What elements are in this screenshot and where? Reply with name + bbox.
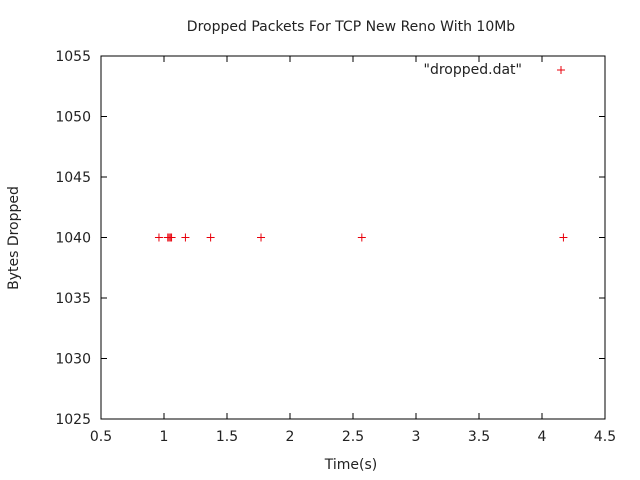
y-axis-title: Bytes Dropped <box>6 186 22 290</box>
x-tick-label: 3 <box>412 429 421 445</box>
chart-title: Dropped Packets For TCP New Reno With 10… <box>187 19 516 35</box>
data-point <box>206 233 215 242</box>
x-tick-label: 1.5 <box>216 429 238 445</box>
plot-frame <box>100 55 606 420</box>
x-tick-label: 2.5 <box>342 429 364 445</box>
data-point <box>167 233 176 242</box>
y-tick-label: 1025 <box>55 412 91 428</box>
y-tick-label: 1045 <box>55 170 91 186</box>
y-tick-label: 1040 <box>55 231 91 247</box>
legend-marker-glyph <box>557 66 565 74</box>
data-points <box>154 233 568 242</box>
y-tick-label: 1050 <box>55 110 91 126</box>
x-axis-title: Time(s) <box>324 457 377 473</box>
x-tick-label: 4 <box>538 429 547 445</box>
x-tick-label: 3.5 <box>468 429 490 445</box>
data-point <box>181 233 190 242</box>
x-tick-label: 4.5 <box>594 429 616 445</box>
legend-marker <box>557 66 565 74</box>
x-tick-label: 1 <box>160 429 169 445</box>
y-tick-label: 1035 <box>55 291 91 307</box>
y-tick-label: 1030 <box>55 352 91 368</box>
data-point <box>357 233 366 242</box>
y-tick-label: 1055 <box>55 49 91 65</box>
x-tick-label: 2 <box>286 429 295 445</box>
x-axis: 0.5 1 1.5 2 2.5 3 3.5 4 4.5 <box>90 56 616 445</box>
legend-label: "dropped.dat" <box>424 62 522 78</box>
legend: "dropped.dat" <box>424 62 565 78</box>
x-tick-label: 0.5 <box>90 429 112 445</box>
y-axis: 1025 1030 1035 1040 1045 1050 1055 <box>55 49 605 428</box>
data-point <box>559 233 568 242</box>
data-point <box>154 233 163 242</box>
data-point <box>257 233 266 242</box>
